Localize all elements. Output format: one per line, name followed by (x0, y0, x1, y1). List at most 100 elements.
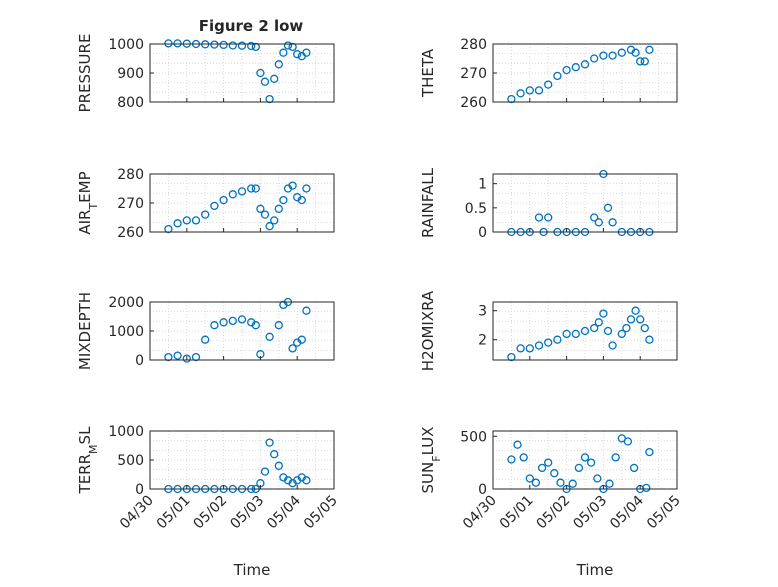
y-tick-label: 1 (478, 177, 487, 193)
data-point (279, 48, 288, 57)
data-point (228, 41, 237, 50)
y-tick-label: 500 (460, 429, 487, 445)
data-point (228, 316, 237, 326)
data-point (265, 438, 274, 447)
data-point (228, 190, 237, 199)
data-point (516, 89, 525, 98)
data-point (617, 329, 626, 339)
y-tick-label: 0 (135, 482, 144, 498)
data-point (274, 204, 283, 213)
data-point (580, 60, 590, 69)
y-tick-label: 0.5 (465, 201, 487, 217)
data-point (608, 218, 617, 227)
y-tick-label: 260 (460, 95, 487, 111)
data-point (507, 455, 516, 464)
data-point (605, 479, 614, 488)
data-point (288, 181, 297, 190)
data-point (182, 216, 191, 225)
data-point (274, 461, 283, 470)
data-point (173, 351, 182, 360)
data-point (645, 45, 654, 54)
data-point (210, 321, 219, 330)
data-point (297, 195, 306, 205)
data-point (302, 184, 311, 193)
data-point (260, 210, 270, 219)
data-point (173, 219, 182, 228)
data-point (534, 86, 544, 95)
data-point (237, 187, 247, 196)
data-point (219, 318, 228, 327)
data-point (636, 57, 645, 66)
data-point (513, 440, 522, 449)
data-point (293, 50, 302, 59)
data-point (556, 478, 565, 487)
data-point (594, 218, 603, 227)
data-point (534, 341, 544, 350)
y-axis-label: MIXDEPTH (76, 292, 94, 370)
data-point (191, 352, 201, 362)
data-point (525, 474, 534, 483)
y-axis-label: PRESSURE (76, 34, 94, 113)
axes-box (492, 301, 678, 361)
y-tick-label: 0 (478, 225, 487, 241)
data-point (260, 77, 270, 86)
data-point (544, 80, 553, 89)
panel-mixdepth: 0 1000 2000 MIXDEPTH (76, 292, 335, 370)
data-point (210, 201, 219, 211)
data-point (251, 321, 260, 330)
y-tick-label: 1000 (108, 37, 144, 53)
figure-title: Figure 2 low (199, 17, 304, 35)
y-tick-label: 280 (460, 37, 487, 53)
data-point (580, 326, 590, 336)
y-tick-label: 0 (135, 353, 144, 369)
panel-rainfall: 0 0.5 1 RAINFALL (419, 167, 678, 241)
data-point (622, 323, 631, 333)
data-point (251, 184, 260, 193)
data-point (302, 48, 311, 57)
y-axis-label: AIRTEMP (76, 171, 100, 234)
data-point (568, 479, 577, 488)
y-axis-label: H2OMIXRA (419, 290, 437, 371)
data-point (590, 323, 599, 333)
data-point (603, 203, 613, 212)
data-point (191, 216, 201, 225)
data-point (593, 474, 602, 483)
y-tick-label: 2 (478, 333, 487, 349)
x-axis-label-left: Time (233, 561, 271, 579)
data-point (608, 51, 617, 60)
data-point (279, 195, 288, 205)
data-point (164, 224, 173, 234)
data-point (507, 352, 516, 362)
data-point (645, 447, 654, 457)
data-point (247, 41, 256, 51)
data-point (599, 51, 608, 60)
data-point (562, 329, 571, 339)
panel-h2omixra: 2 3 H2OMIXRA (419, 290, 678, 371)
axes-box (492, 173, 678, 233)
data-point (571, 63, 580, 72)
data-point (519, 453, 528, 462)
data-point (302, 476, 311, 485)
data-point (182, 354, 191, 363)
data-point (219, 40, 228, 50)
data-point (516, 344, 525, 353)
data-point (642, 483, 651, 493)
axes-box (492, 430, 678, 490)
data-point (631, 48, 640, 57)
data-point (603, 326, 613, 336)
data-point (544, 338, 553, 347)
y-tick-label: 280 (117, 167, 144, 183)
data-point (617, 48, 626, 57)
data-point (586, 458, 596, 467)
data-point (288, 344, 297, 353)
data-point (553, 71, 562, 81)
data-point (623, 437, 633, 446)
data-point (590, 213, 599, 222)
data-point (219, 195, 228, 205)
data-point (599, 309, 608, 318)
data-point (537, 463, 547, 473)
data-point (611, 453, 620, 462)
y-tick-label: 3 (478, 304, 487, 320)
data-point (260, 467, 270, 476)
